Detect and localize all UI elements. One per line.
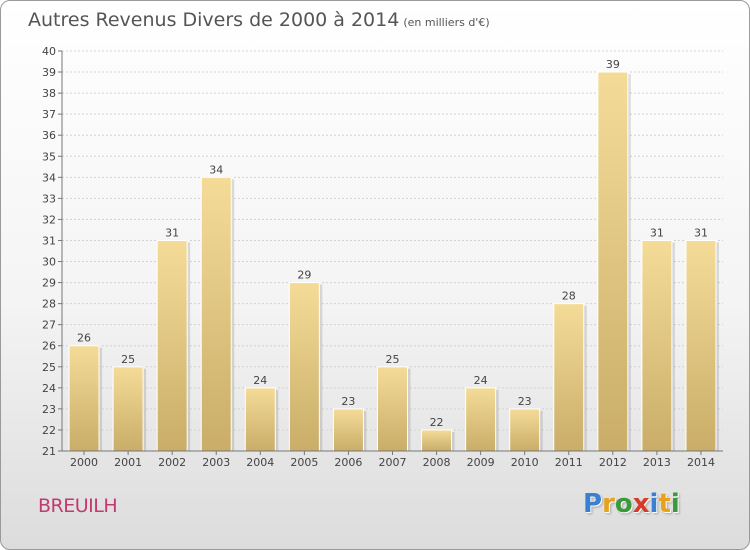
- value-label-2008: 22: [430, 416, 444, 429]
- y-tick-label: 32: [42, 213, 56, 226]
- value-label-2002: 31: [165, 226, 179, 239]
- x-tick-label-2011: 2011: [555, 456, 583, 469]
- value-label-2014: 31: [694, 226, 708, 239]
- y-tick-label: 28: [42, 298, 56, 311]
- y-tick-label: 26: [42, 340, 56, 353]
- y-tick-label: 22: [42, 424, 56, 437]
- x-tick-label-2010: 2010: [511, 456, 539, 469]
- y-tick-label: 25: [42, 361, 56, 374]
- y-tick-label: 39: [42, 66, 56, 79]
- value-label-2013: 31: [650, 226, 664, 239]
- y-tick-label: 27: [42, 319, 56, 332]
- x-tick-label-2007: 2007: [379, 456, 407, 469]
- bar-2004: [244, 387, 276, 452]
- y-tick-label: 33: [42, 192, 56, 205]
- logo-letter: P: [583, 489, 603, 519]
- value-label-2009: 24: [474, 374, 488, 387]
- value-label-2012: 39: [606, 58, 620, 71]
- value-label-2006: 23: [341, 395, 355, 408]
- value-label-2005: 29: [297, 269, 311, 282]
- bar-2010: [509, 408, 541, 452]
- proxiti-logo[interactable]: Proxiti: [583, 489, 680, 519]
- y-tick-label: 24: [42, 382, 56, 395]
- axes: 21 22 23 24 25 26 27 28 29 30 31 32 33 34 35 36 37 38 39 40…: [42, 45, 723, 469]
- logo-letter: o: [614, 489, 633, 519]
- bar-2008: [421, 429, 453, 452]
- value-label-2007: 25: [386, 353, 400, 366]
- bar-2000: [68, 345, 100, 452]
- x-tick-label-2009: 2009: [467, 456, 495, 469]
- x-tick-label-2003: 2003: [202, 456, 230, 469]
- y-tick-label: 29: [42, 277, 56, 290]
- y-tick-label: 35: [42, 150, 56, 163]
- y-tick-label: 23: [42, 403, 56, 416]
- x-tick-label-2001: 2001: [114, 456, 142, 469]
- x-tick-label-2002: 2002: [158, 456, 186, 469]
- x-tick-label-2005: 2005: [290, 456, 318, 469]
- y-tick-label: 36: [42, 129, 56, 142]
- value-label-2001: 25: [121, 353, 135, 366]
- value-label-2010: 23: [518, 395, 532, 408]
- value-label-2011: 28: [562, 290, 576, 303]
- logo-letter: r: [602, 489, 615, 519]
- x-tick-label-2006: 2006: [334, 456, 362, 469]
- y-tick-label: 38: [42, 87, 56, 100]
- bars: [68, 71, 719, 452]
- value-label-2000: 26: [77, 332, 91, 345]
- bar-2005: [288, 282, 320, 452]
- y-tick-label: 21: [42, 445, 56, 458]
- value-labels: 26 25 31 34 24 29 23 25 22 24 23 28 39 31 31: [77, 58, 708, 429]
- y-tick-label: 31: [42, 234, 56, 247]
- logo-letter: t: [658, 489, 671, 519]
- x-tick-label-2012: 2012: [599, 456, 627, 469]
- bar-2006: [332, 408, 364, 452]
- logo-letter: x: [632, 489, 650, 519]
- bar-2003: [200, 176, 232, 452]
- x-tick-label-2014: 2014: [687, 456, 715, 469]
- y-tick-label: 30: [42, 256, 56, 269]
- y-tick-label: 37: [42, 108, 56, 121]
- x-tick-label-2000: 2000: [70, 456, 98, 469]
- bar-2013: [641, 239, 673, 452]
- x-tick-label-2008: 2008: [423, 456, 451, 469]
- logo-letter: i: [670, 489, 680, 519]
- logo-letter: i: [649, 489, 659, 519]
- commune-name: BREUILH: [38, 495, 118, 517]
- chart-title-text: Autres Revenus Divers de 2000 à 2014: [28, 9, 400, 31]
- bar-2002: [156, 239, 188, 452]
- x-tick-label-2004: 2004: [246, 456, 274, 469]
- bar-2009: [465, 387, 497, 452]
- value-label-2004: 24: [253, 374, 267, 387]
- bar-2011: [553, 303, 585, 452]
- chart-title: Autres Revenus Divers de 2000 à 2014 (en …: [28, 9, 490, 31]
- bar-2012: [597, 71, 629, 452]
- bar-2014: [685, 239, 717, 452]
- value-label-2003: 34: [209, 163, 223, 176]
- y-tick-label: 40: [42, 45, 56, 58]
- x-tick-label-2013: 2013: [643, 456, 671, 469]
- chart-subtitle: (en milliers d'€): [403, 16, 490, 29]
- bar-2007: [377, 366, 408, 452]
- bar-2001: [112, 366, 144, 452]
- y-tick-label: 34: [42, 171, 56, 184]
